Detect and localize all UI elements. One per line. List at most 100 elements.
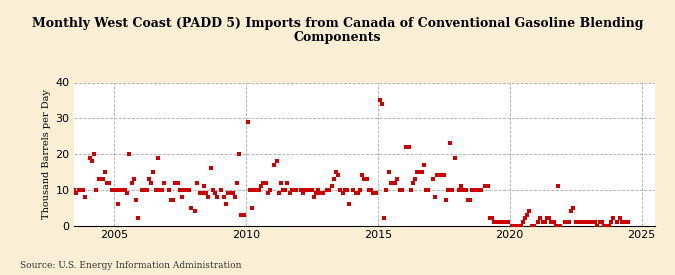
Point [97,177,108,181]
Point [117,188,128,192]
Point [67,170,78,174]
Point [344,202,354,206]
Point [410,177,421,181]
Point [392,177,403,181]
Point [443,188,454,192]
Point [385,180,396,185]
Point [265,188,275,192]
Point [440,198,451,203]
Point [489,220,500,224]
Point [383,170,394,174]
Point [141,188,152,192]
Point [163,188,174,192]
Point [485,216,495,221]
Point [115,188,126,192]
Point [232,180,242,185]
Point [621,220,632,224]
Point [539,220,550,224]
Point [273,191,284,196]
Point [518,220,529,224]
Point [542,216,553,221]
Point [86,159,97,163]
Point [566,209,576,213]
Point [100,170,111,174]
Point [113,202,124,206]
Point [133,216,144,221]
Point [111,188,122,192]
Point [295,188,306,192]
Point [183,188,194,192]
Point [491,220,502,224]
Point [207,188,218,192]
Point [153,155,163,160]
Point [493,220,504,224]
Point [181,188,192,192]
Point [511,223,522,228]
Point [476,188,487,192]
Point [513,223,524,228]
Point [104,180,115,185]
Point [282,180,293,185]
Point [302,188,313,192]
Point [397,188,408,192]
Point [412,170,423,174]
Point [280,188,291,192]
Point [480,184,491,188]
Point [315,191,326,196]
Point [306,188,317,192]
Point [546,220,557,224]
Point [522,213,533,217]
Point [252,188,263,192]
Point [348,188,359,192]
Point [321,188,332,192]
Point [119,188,130,192]
Point [515,223,526,228]
Point [165,198,176,203]
Point [574,220,585,224]
Point [198,184,209,188]
Point [219,195,230,199]
Point [585,220,596,224]
Point [377,102,387,106]
Point [230,195,240,199]
Point [603,223,614,228]
Point [159,180,170,185]
Point [579,220,590,224]
Point [194,191,205,196]
Point [394,188,405,192]
Point [434,173,445,178]
Point [533,220,543,224]
Text: Source: U.S. Energy Information Administration: Source: U.S. Energy Information Administ… [20,260,242,270]
Point [107,188,117,192]
Point [544,216,555,221]
Text: Monthly West Coast (PADD 5) Imports from Canada of Conventional Gasoline Blendin: Monthly West Coast (PADD 5) Imports from… [32,16,643,45]
Point [471,188,482,192]
Point [564,220,574,224]
Point [599,223,610,228]
Point [278,188,289,192]
Point [495,220,506,224]
Point [456,184,466,188]
Point [387,180,398,185]
Point [537,220,548,224]
Point [526,223,537,228]
Point [328,177,339,181]
Point [438,173,449,178]
Point [572,220,583,224]
Point [458,188,469,192]
Point [144,177,155,181]
Point [403,145,414,149]
Point [289,188,300,192]
Point [576,220,587,224]
Point [601,223,612,228]
Point [614,216,625,221]
Point [462,198,473,203]
Point [60,173,71,178]
Point [431,173,442,178]
Point [568,205,579,210]
Point [368,191,379,196]
Point [90,188,101,192]
Point [304,188,315,192]
Point [464,198,475,203]
Point [88,152,99,156]
